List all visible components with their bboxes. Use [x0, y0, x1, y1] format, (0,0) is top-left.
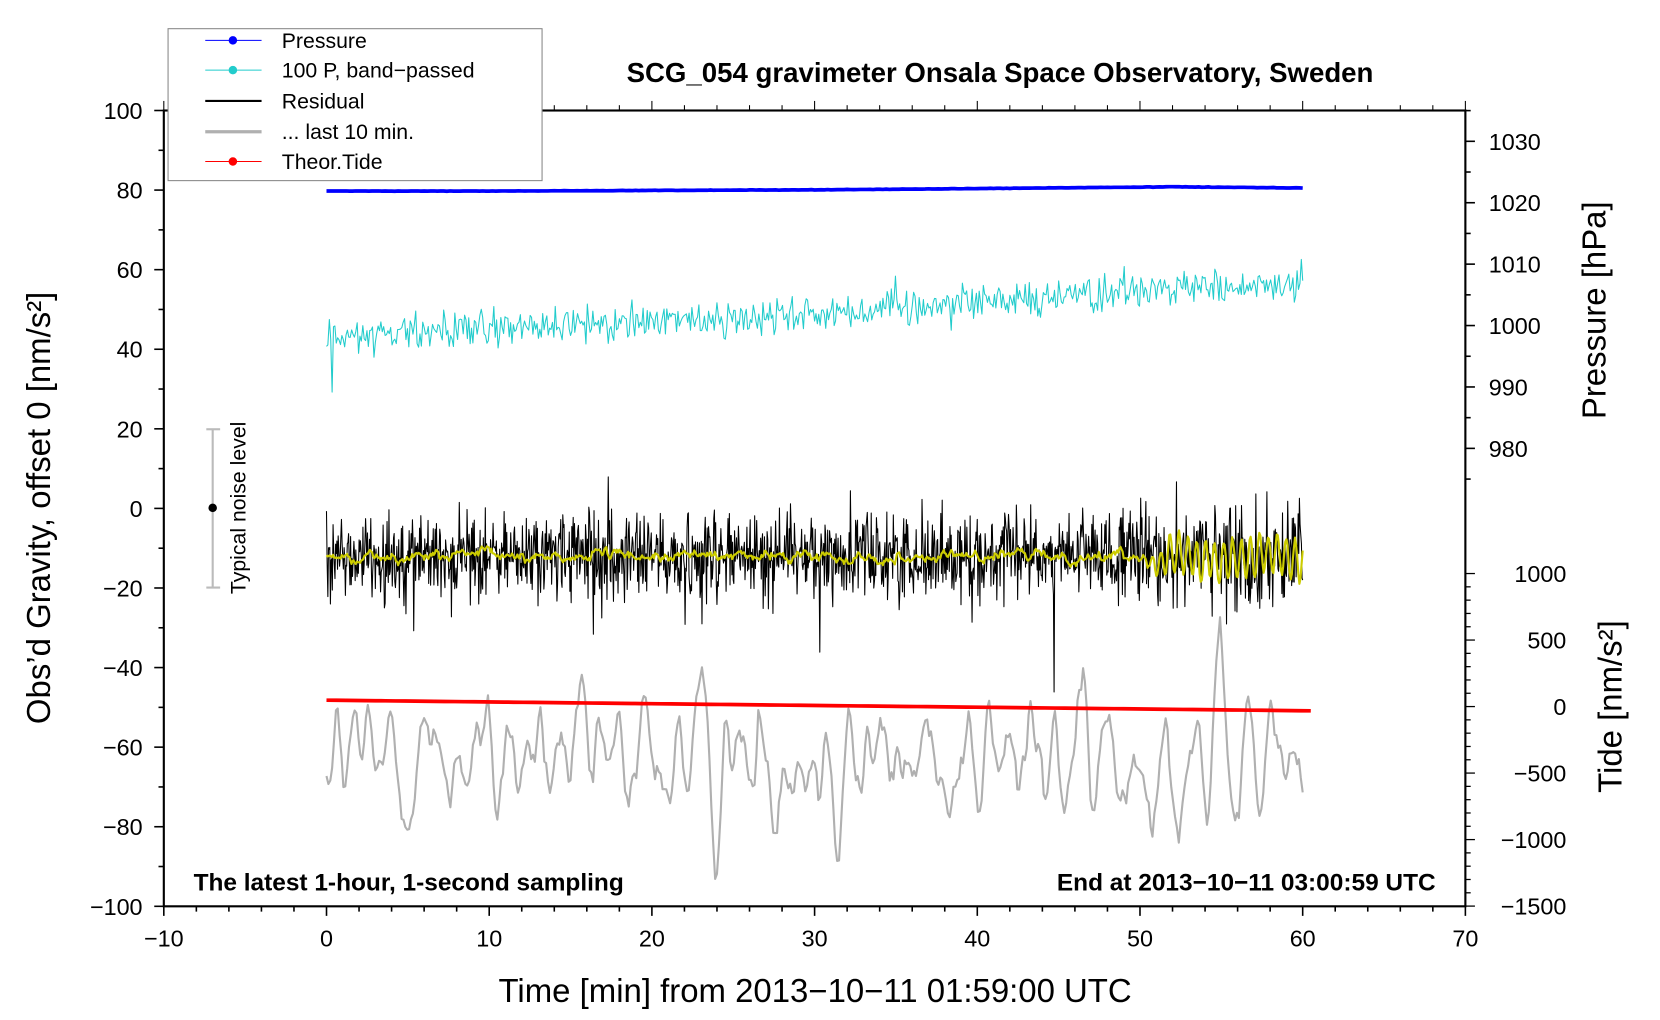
series-pressure	[326, 184, 1303, 194]
series-group	[325, 184, 1311, 880]
y-tick-label: 100	[104, 98, 143, 124]
x-tick-label: 0	[320, 926, 333, 952]
series-band-passed	[326, 258, 1304, 393]
y-tick-label: 0	[130, 496, 143, 522]
legend-entry-residual: Residual	[205, 89, 364, 113]
tide-tick-label: 0	[1553, 694, 1566, 720]
series-residual-smoothed	[325, 529, 1304, 585]
plot-frame	[162, 109, 1467, 908]
series-residual	[325, 476, 1304, 693]
x-tick-label: 40	[964, 926, 990, 952]
y-tick-label: −100	[90, 894, 143, 920]
svg-text:... last 10 min.: ... last 10 min.	[282, 120, 414, 144]
axis-ticks: −10 0 10 20 30 40 50 60 70100806040200−20−40−60−…	[90, 98, 1566, 952]
y-tick-label: −80	[103, 814, 143, 840]
noise-level-label: Typical noise level	[227, 422, 251, 594]
chart-title: SCG_054 gravimeter Onsala Space Observat…	[627, 57, 1374, 88]
annotation-bottom-right: End at 2013−10−11 03:00:59 UTC	[1057, 869, 1436, 896]
x-tick-label: 50	[1127, 926, 1153, 952]
y-axis-label-left: Obs’d Gravity, offset 0 [nm/s²]	[20, 292, 57, 724]
legend: Pressure 100 P, band−passed Residual ...…	[167, 28, 543, 182]
series-last-10-min	[325, 616, 1304, 880]
y-tick-label: −20	[103, 575, 143, 601]
y-tick-label: 20	[117, 416, 143, 442]
x-tick-label: 30	[802, 926, 828, 952]
pressure-tick-label: 1010	[1489, 252, 1541, 278]
x-axis-label: Time [min] from 2013−10−11 01:59:00 UTC	[499, 972, 1132, 1009]
svg-text:100 P, band−passed: 100 P, band−passed	[282, 59, 475, 83]
svg-text:Pressure: Pressure	[282, 29, 367, 53]
x-tick-label: 20	[639, 926, 665, 952]
tide-tick-label: −500	[1514, 761, 1567, 787]
pressure-tick-label: 1000	[1489, 313, 1541, 339]
y-tick-label: −60	[103, 735, 143, 761]
tide-tick-label: 1000	[1514, 561, 1566, 587]
pressure-tick-label: 990	[1489, 374, 1528, 400]
tide-tick-label: 500	[1527, 628, 1566, 654]
tide-tick-label: −1500	[1501, 894, 1567, 920]
x-tick-label: 60	[1290, 926, 1316, 952]
series-theor-tide	[326, 698, 1311, 713]
y-tick-label: 60	[117, 257, 143, 283]
legend-entry-band-passed: 100 P, band−passed	[205, 59, 475, 83]
svg-text:Residual: Residual	[282, 89, 365, 113]
pressure-tick-label: 980	[1489, 436, 1528, 462]
tide-tick-label: −1000	[1501, 827, 1567, 853]
x-tick-label: −10	[144, 926, 184, 952]
legend-entry-last-10-min: ... last 10 min.	[205, 120, 414, 144]
y-tick-label: −40	[103, 655, 143, 681]
x-tick-label: 10	[476, 926, 502, 952]
svg-text:Theor.Tide: Theor.Tide	[282, 150, 383, 174]
noise-level-bar: Typical noise level	[206, 422, 251, 594]
y-tick-label: 80	[117, 178, 143, 204]
y-axis-label-tide: Tide [nm/s²]	[1592, 620, 1629, 793]
pressure-tick-label: 1020	[1489, 190, 1541, 216]
legend-entry-pressure: Pressure	[205, 29, 367, 53]
pressure-tick-label: 1030	[1489, 129, 1541, 155]
legend-entry-theor-tide: Theor.Tide	[205, 150, 383, 174]
y-axis-label-pressure: Pressure [hPa]	[1576, 201, 1613, 419]
y-tick-label: 40	[117, 337, 143, 363]
x-tick-label: 70	[1452, 926, 1478, 952]
annotation-bottom-left: The latest 1-hour, 1-second sampling	[194, 869, 624, 896]
